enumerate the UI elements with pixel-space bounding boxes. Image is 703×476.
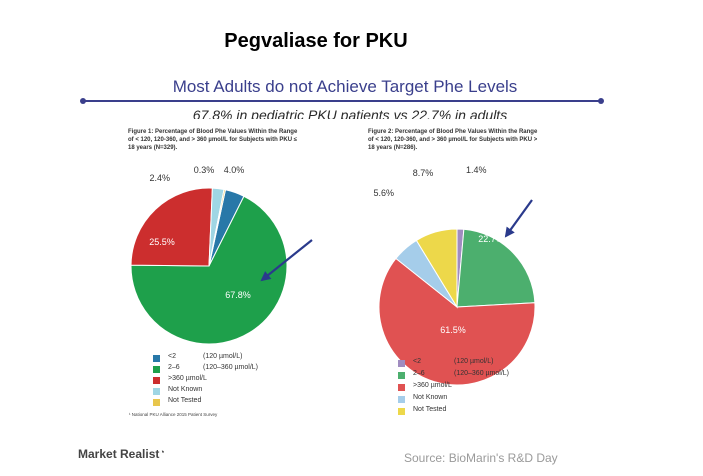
pie-slice	[456, 228, 536, 308]
figure2-title: Figure 2: Percentage of Blood Phe Values…	[368, 129, 538, 151]
pie-slice	[378, 257, 536, 386]
pointer-arrow	[261, 239, 313, 281]
legend-label: 2–6	[413, 370, 425, 377]
pie-slice-label: 0.3%	[194, 165, 215, 175]
slide-subtitle: Most Adults do not Achieve Target Phe Le…	[172, 77, 518, 96]
pie-slice-label: 4.0%	[224, 165, 245, 175]
pie-slice	[130, 187, 213, 267]
pie-slice-label: 8.7%	[413, 168, 434, 178]
legend-swatch	[398, 372, 405, 379]
pie-slice	[415, 228, 458, 309]
legend-label: Not Tested	[168, 397, 202, 404]
divider-dot-left	[80, 98, 86, 104]
figure1-title: Figure 1: Percentage of Blood Phe Values…	[128, 129, 298, 151]
legend-swatch	[398, 396, 405, 403]
source-credit: Source: BioMarin's R&D Day	[404, 451, 558, 465]
legend-label: >360 µmol/L	[168, 375, 207, 382]
market-realist-logo: Market Realist◔	[78, 447, 165, 461]
legend-swatch	[398, 384, 405, 391]
legend-label: >360 µmol/L	[413, 382, 452, 389]
legend-swatch	[153, 355, 160, 362]
legend-swatch	[153, 388, 160, 395]
page-title: Pegvaliase for PKU	[224, 30, 408, 52]
pie-slice-label: 2.4%	[149, 173, 170, 183]
legend-range: (120–360 µmol/L)	[454, 370, 510, 377]
legend-swatch	[153, 399, 160, 406]
divider-rule	[82, 100, 602, 102]
legend-label: Not Known	[413, 394, 448, 401]
pie-slice-label: 5.6%	[373, 188, 394, 198]
figure2-legend: <2 (120 µmol/L) 2–6 (120–360 µmol/L) >360 …	[398, 358, 558, 418]
legend-label: Not Tested	[413, 406, 447, 413]
legend-label: 2–6	[168, 364, 180, 371]
pie-slice-label: 61.5%	[440, 325, 466, 335]
logo-mark-icon: ◔	[159, 447, 165, 457]
legend-swatch	[398, 360, 405, 367]
pie-slice-label: 67.8%	[225, 290, 251, 300]
pie-slice	[130, 195, 288, 345]
legend-range: (120–360 µmol/L)	[203, 364, 259, 371]
divider-dot-right	[598, 98, 604, 104]
legend-swatch	[153, 377, 160, 384]
legend-swatch	[398, 408, 405, 415]
logo-text: Market Realist	[78, 447, 160, 461]
legend-label: <2	[413, 358, 421, 365]
legend-range: (120 µmol/L)	[454, 358, 494, 365]
legend-range: (120 µmol/L)	[203, 353, 243, 360]
legend-label: Not Known	[168, 386, 203, 393]
pointer-arrow-head-icon	[260, 271, 272, 282]
legend-swatch	[153, 366, 160, 373]
pie-slice-label: 22.7%	[478, 234, 504, 244]
pie-slice-label: 25.5%	[149, 237, 175, 247]
footnote: ¹ National PKU Alliance 2015 Patient Sur…	[129, 412, 218, 417]
pie-slice	[208, 188, 227, 267]
pie-slice-label: 1.4%	[466, 165, 487, 175]
pointer-arrow-head-icon	[504, 226, 515, 238]
legend-label: <2	[168, 353, 176, 360]
figure1-legend: <2 (120 µmol/L) 2–6 (120–360 µmol/L) >360 …	[153, 353, 313, 409]
comparison-text: 67.8% in pediatric PKU patients vs 22.7%…	[192, 107, 508, 119]
